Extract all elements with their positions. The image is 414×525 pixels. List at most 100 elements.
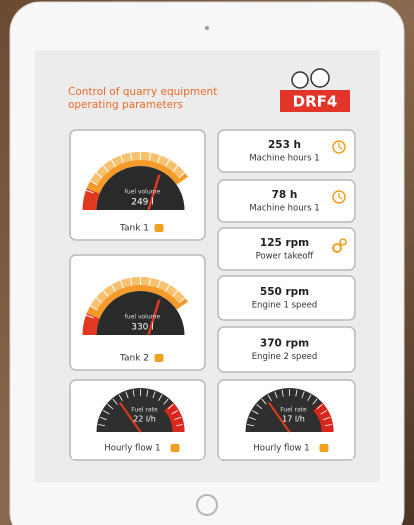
icon [319, 444, 329, 452]
gauge-tick [111, 284, 116, 292]
card-label: Machine hours 1 [249, 204, 319, 214]
gauge-tick [90, 305, 98, 311]
gauge-tick [157, 280, 161, 289]
gauge-tick [103, 410, 110, 415]
clock-icon [332, 190, 346, 204]
icon [154, 224, 164, 232]
gauge-tick [167, 404, 174, 410]
gauge-band [90, 277, 185, 310]
logo-mascot [310, 68, 330, 88]
card-value: 125 rpm [260, 237, 309, 249]
gauge-tick [324, 424, 332, 427]
clock-icon [332, 140, 346, 154]
gauge-tick [85, 314, 94, 319]
gauge-value: 330 l [131, 323, 154, 333]
title-line: Control of quarry equipment [68, 86, 217, 98]
logo: DRF4 [280, 68, 350, 112]
gauge-value: 249 l [131, 198, 154, 208]
camera [205, 26, 209, 30]
gauge-tick [129, 152, 133, 161]
gauge-tick [175, 424, 183, 427]
dashboard: fuel volume 249 l Tank 1 fuel volume 330 l Ta… [69, 129, 356, 461]
gauge-tick [261, 398, 267, 405]
card-label: Engine 1 speed [252, 301, 318, 311]
gauge-tick [102, 290, 109, 298]
gauge-tick [112, 398, 118, 405]
gauge-tick [102, 165, 109, 173]
gear-icon [339, 238, 347, 246]
card-label: Power takeoff [256, 252, 315, 262]
icon [154, 354, 164, 362]
gauge-tick [90, 180, 98, 186]
logo-box [280, 90, 350, 112]
gauge-tick [323, 416, 331, 421]
logo-text: DRF4 [293, 93, 338, 111]
gauge-face [245, 388, 334, 432]
gauge-needle [147, 299, 161, 336]
gauge-tick [99, 416, 107, 421]
gauge-caption: fuel volume [125, 189, 161, 196]
gauge-tick [125, 391, 129, 399]
gauge-band [313, 402, 334, 432]
gauge-tick [165, 284, 170, 292]
gauge-tick [301, 391, 305, 399]
gauge-tick [146, 389, 149, 397]
gauge-tick [252, 410, 259, 415]
gauge-caption: Fuel rate [280, 407, 307, 414]
gauge-band [164, 402, 185, 432]
gauge-tick [157, 155, 161, 164]
gauge-tick [256, 404, 263, 410]
gauge-tick [178, 172, 186, 179]
gauge-face [96, 166, 185, 210]
card [217, 227, 356, 271]
gauge-tick [312, 398, 318, 405]
gauge-tick [158, 394, 163, 402]
logo-mascot [291, 71, 309, 89]
gauge-tick [247, 424, 255, 427]
gauge-face [96, 291, 185, 335]
gauge-tick [152, 391, 156, 399]
gauge-needle [119, 401, 142, 433]
gauge-face [96, 388, 185, 432]
gauge-value: 22 l/h [133, 415, 156, 424]
gauge-tick [171, 410, 178, 415]
icon [170, 444, 180, 452]
gauge-tick [174, 416, 182, 421]
gauge-tick [118, 394, 123, 402]
card-value: 550 rpm [260, 286, 309, 298]
card-label: Engine 2 speed [252, 352, 318, 362]
home-button[interactable] [196, 494, 218, 516]
gear-icon [332, 243, 342, 253]
gauge-band [82, 188, 100, 210]
gauge-tick [95, 297, 103, 304]
gauge-tick [111, 159, 116, 167]
gauge-tick [295, 389, 298, 397]
gauge-tick [320, 410, 327, 415]
card [217, 275, 356, 321]
gauge-label: Tank 2 [119, 354, 149, 364]
gauge-tick [95, 172, 103, 179]
gauge-tick [120, 280, 124, 289]
clock-hands [338, 193, 343, 200]
gauge-tick [172, 165, 179, 173]
card [217, 326, 356, 373]
gauge-tick [281, 389, 284, 397]
gauge-tick [267, 394, 272, 402]
gauge-label: Hourly flow 1 [253, 444, 309, 454]
gauge-caption: Fuel rate [131, 407, 158, 414]
gauge-tick [178, 297, 186, 304]
gauge-tick [129, 277, 133, 286]
gauge-tick [132, 389, 135, 397]
gauge-needle [268, 401, 291, 433]
gauge-tick [148, 277, 152, 286]
gauge-band [82, 313, 100, 335]
gauge-tick [163, 398, 169, 405]
card-value: 78 h [272, 189, 298, 201]
gauge-tick [107, 404, 114, 410]
card-value: 253 h [268, 139, 301, 151]
gauge-tick [85, 189, 94, 194]
gauge-tick [165, 159, 170, 167]
gauge-label: Hourly flow 1 [104, 444, 160, 454]
gauge-needle [147, 174, 161, 211]
